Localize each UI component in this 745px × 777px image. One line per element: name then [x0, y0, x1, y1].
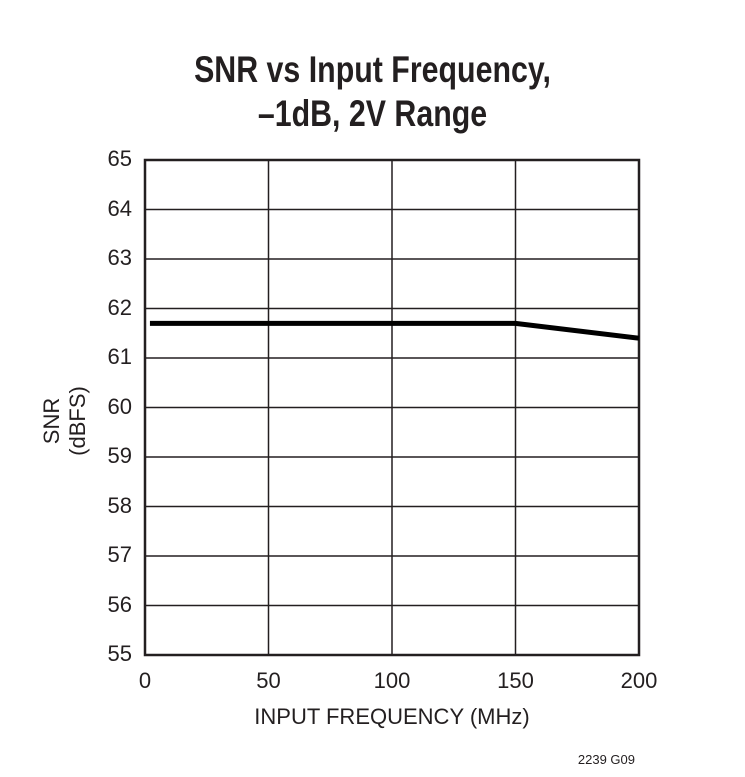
y-tick-label: 62: [107, 294, 132, 320]
chart-title-line1: SNR vs Input Frequency,: [194, 49, 551, 90]
x-axis-label: INPUT FREQUENCY (MHz): [254, 704, 530, 729]
y-tick-label: 60: [107, 393, 132, 419]
x-tick-label: 100: [373, 668, 411, 693]
figure-code: 2239 G09: [577, 752, 635, 767]
y-tick-label: 56: [107, 591, 132, 617]
y-tick-label: 58: [107, 492, 132, 518]
y-tick-label: 57: [107, 542, 132, 567]
x-tick-label: 0: [138, 668, 152, 693]
y-tick-label: 55: [107, 641, 132, 666]
snr-line: [149, 320, 640, 341]
x-tick-label: 200: [620, 668, 658, 693]
y-tick-label: 59: [107, 443, 132, 468]
y-tick-label: 65: [107, 146, 132, 171]
x-tick-label: 50: [256, 668, 281, 693]
y-axis-label: SNR (dBFS): [39, 386, 90, 456]
chart-title-line2: –1dB, 2V Range: [257, 93, 488, 134]
y-tick-label: 64: [107, 195, 132, 221]
y-tick-label: 63: [107, 245, 132, 270]
y-tick-label: 61: [107, 344, 132, 369]
x-tick-label: 150: [497, 668, 534, 693]
